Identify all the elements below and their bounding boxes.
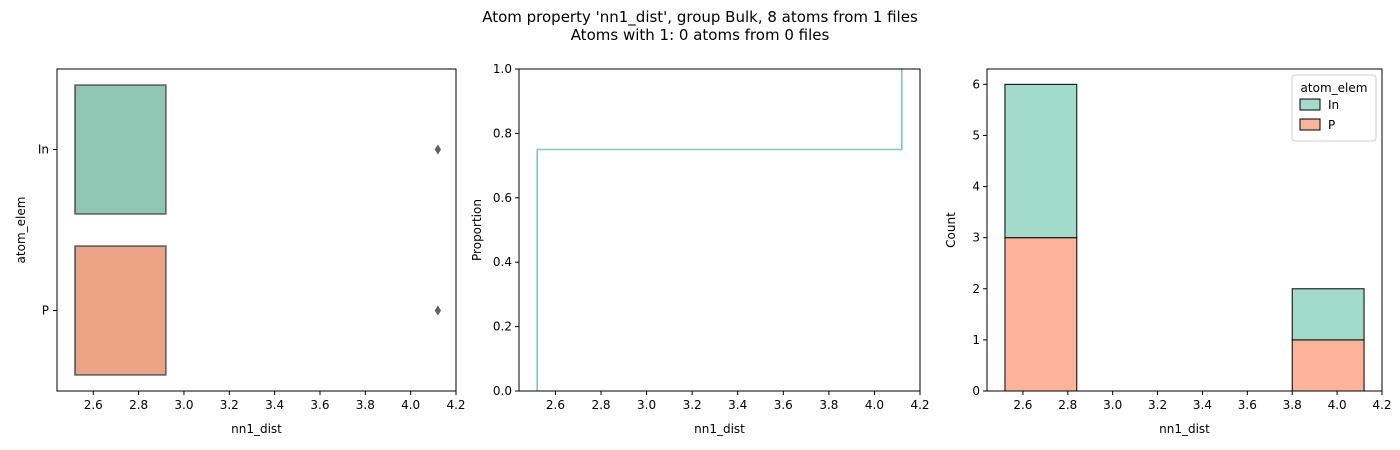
- y-tick-label: 0: [972, 384, 980, 398]
- legend-swatch-P: [1299, 118, 1321, 131]
- x-tick-label: 3.2: [683, 398, 702, 412]
- x-tick-label: 3.8: [356, 398, 375, 412]
- hist-bar-In: [1004, 83, 1078, 239]
- x-tick-label: 3.4: [1193, 398, 1212, 412]
- x-tick-label: 3.6: [774, 398, 793, 412]
- x-tick-label: 4.2: [910, 398, 929, 412]
- ecdf-panel: 2.6 2.8 3.0 3.2 3.4 3.6 3.8 4.0 4.2 nn1_dist 0.0 0.…: [470, 62, 930, 436]
- y-tick-label: 0.2: [493, 320, 512, 334]
- y-tick-label: 4: [972, 180, 980, 194]
- x-tick-label: 3.2: [220, 398, 239, 412]
- ecdf-line: [536, 69, 903, 391]
- y-tick-label: 0.8: [493, 126, 512, 140]
- y-tick-label: 1.0: [493, 62, 512, 76]
- x-tick-label: 2.6: [84, 398, 103, 412]
- y-category-label: P: [42, 304, 49, 318]
- y-category-label: In: [38, 143, 49, 157]
- legend-label-P: P: [1328, 118, 1335, 132]
- hist-bar-In: [1291, 288, 1365, 341]
- x-tick-label: 3.6: [1238, 398, 1257, 412]
- y-tick-label: 1: [972, 333, 980, 347]
- x-tick-label: 2.8: [1058, 398, 1077, 412]
- x-tick-label: 3.6: [310, 398, 329, 412]
- x-tick-label: 2.8: [129, 398, 148, 412]
- y-tick-label: 2: [972, 282, 980, 296]
- legend-title: atom_elem: [1301, 81, 1368, 95]
- x-tick-label: 2.6: [1013, 398, 1032, 412]
- y-tick-label: 0.0: [493, 384, 512, 398]
- x-tick-label: 3.8: [1283, 398, 1302, 412]
- x-tick-label: 3.0: [637, 398, 656, 412]
- y-tick-label: 0.4: [493, 255, 512, 269]
- y-tick-label: 6: [972, 77, 980, 91]
- hist-bar-P: [1004, 237, 1078, 392]
- hist-bar-P: [1291, 339, 1365, 392]
- x-tick-label: 4.2: [1372, 398, 1391, 412]
- figure-title-line1: Atom property 'nn1_dist', group Bulk, 8 …: [482, 8, 918, 27]
- y-axis-label: Count: [944, 212, 958, 248]
- axes-frame: [56, 68, 457, 392]
- boxplot-panel: In P 2.6 2.8 3.0 3.2 3.4 3.6 3.8 4.0 4.2 nn1_dist at…: [14, 68, 466, 436]
- x-tick-label: 3.4: [265, 398, 284, 412]
- box-In: [74, 84, 167, 215]
- outlier-marker-In: [434, 144, 442, 155]
- y-axis-label: Proportion: [470, 199, 484, 261]
- x-axis-label: nn1_dist: [231, 422, 282, 436]
- x-tick-label: 3.4: [728, 398, 747, 412]
- x-tick-label: 3.0: [174, 398, 193, 412]
- x-tick-label: 4.0: [865, 398, 884, 412]
- x-tick-label: 2.6: [546, 398, 565, 412]
- x-tick-label: 4.0: [1328, 398, 1347, 412]
- figure-title-line2: Atoms with 1: 0 atoms from 0 files: [571, 26, 830, 44]
- axes-frame: [518, 68, 921, 392]
- x-tick-label: 3.2: [1148, 398, 1167, 412]
- y-tick-label: 0.6: [493, 191, 512, 205]
- legend-label-In: In: [1328, 98, 1339, 112]
- x-axis-label: nn1_dist: [694, 422, 745, 436]
- outlier-marker-P: [434, 305, 442, 316]
- histogram-panel: 2.6 2.8 3.0 3.2 3.4 3.6 3.8 4.0 4.2 nn1_dist 0 1 2 3 4…: [944, 68, 1392, 436]
- y-axis-label: atom_elem: [14, 197, 28, 264]
- legend-swatch-In: [1299, 98, 1321, 111]
- box-P: [74, 245, 167, 376]
- x-tick-label: 4.0: [401, 398, 420, 412]
- legend: atom_elem In P: [1291, 74, 1377, 142]
- axes-frame: [986, 68, 1383, 392]
- x-tick-label: 4.2: [446, 398, 465, 412]
- x-tick-label: 3.0: [1103, 398, 1122, 412]
- y-tick-label: 3: [972, 231, 980, 245]
- x-tick-label: 3.8: [819, 398, 838, 412]
- x-tick-label: 2.8: [591, 398, 610, 412]
- y-tick-label: 5: [972, 128, 980, 142]
- x-axis-label: nn1_dist: [1159, 422, 1210, 436]
